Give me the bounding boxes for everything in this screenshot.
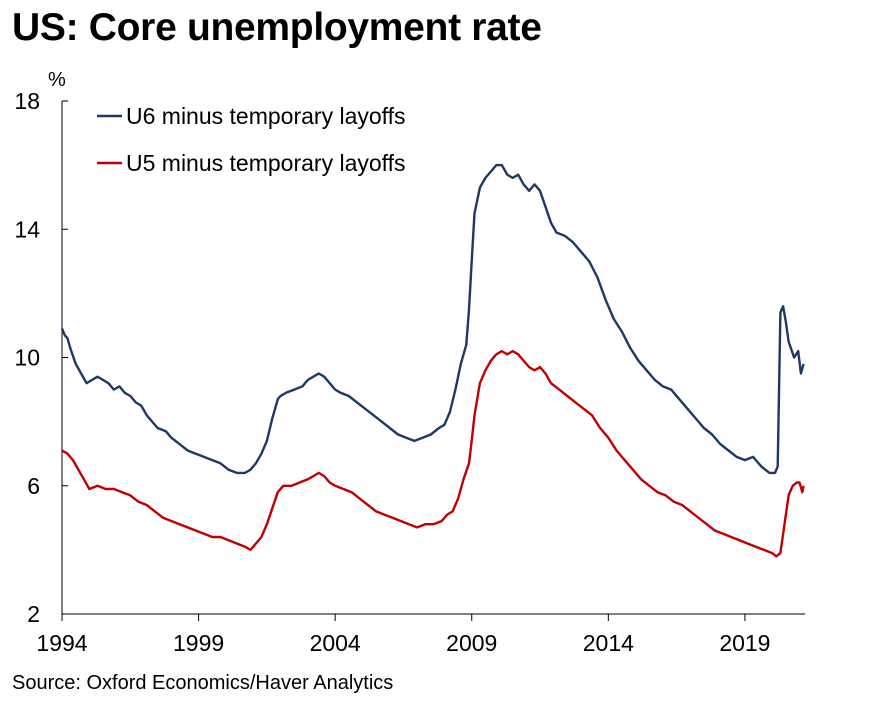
x-tick-label: 2009 xyxy=(446,630,497,656)
y-tick-label: 2 xyxy=(27,601,40,627)
x-tick-label: 2019 xyxy=(719,630,770,656)
x-tick-label: 2014 xyxy=(583,630,634,656)
y-axis-unit-label: % xyxy=(48,69,66,91)
x-tick-label: 1994 xyxy=(36,630,87,656)
series-lines xyxy=(60,163,805,558)
legend: U6 minus temporary layoffs U5 minus tempo… xyxy=(97,103,406,176)
series-line-u5 xyxy=(61,349,805,558)
x-axis: 1994 1999 2004 2009 2014 2019 xyxy=(36,613,805,656)
legend-label-u5: U5 minus temporary layoffs xyxy=(126,150,406,176)
y-tick-label: 18 xyxy=(14,88,40,114)
y-tick-label: 6 xyxy=(27,473,40,499)
legend-label-u6: U6 minus temporary layoffs xyxy=(126,103,406,129)
y-axis: % 2 6 10 14 18 xyxy=(14,69,68,627)
chart-title: US: Core unemployment rate xyxy=(12,6,542,49)
x-tick-label: 1999 xyxy=(173,630,224,656)
x-tick-label: 2004 xyxy=(310,630,361,656)
series-line-u6 xyxy=(60,163,805,475)
source-note: Source: Oxford Economics/Haver Analytics xyxy=(12,672,394,694)
y-tick-label: 10 xyxy=(14,345,40,371)
y-tick-label: 14 xyxy=(14,216,40,242)
